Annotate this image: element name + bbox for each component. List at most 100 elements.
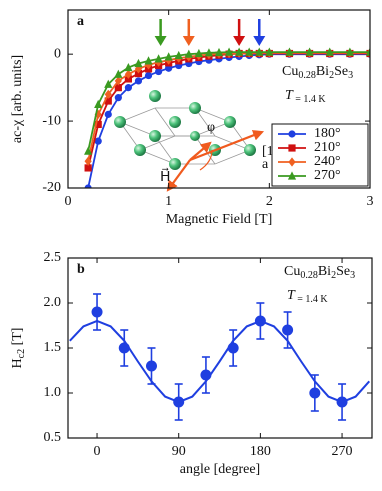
hc2-arrow-head [182, 36, 195, 46]
y-tick-label: 1.0 [44, 385, 62, 400]
marker [204, 48, 214, 57]
marker [124, 84, 132, 92]
fit-line [69, 319, 371, 404]
marker [94, 137, 102, 145]
marker [124, 62, 133, 72]
y-tick-label: 0 [54, 46, 61, 61]
marker [214, 47, 224, 57]
marker [287, 171, 297, 180]
x-axis-label: Magnetic Field [T] [166, 212, 273, 227]
marker [325, 47, 334, 56]
marker [285, 47, 294, 56]
text-part: Bi [318, 264, 331, 279]
panel-label: a [77, 14, 84, 29]
formula: Cu0.28Bi2Se3 [284, 264, 355, 281]
hc2-arrow-head [233, 36, 246, 46]
x-axis-label: angle [degree] [180, 462, 260, 477]
text-part: Se [336, 264, 350, 279]
data-point [309, 387, 321, 399]
marker [84, 156, 92, 166]
marker [144, 71, 153, 80]
marker [194, 48, 203, 58]
marker [245, 47, 254, 56]
marker [255, 47, 264, 56]
data-point [145, 360, 157, 372]
legend-label: 240° [314, 154, 341, 169]
data-point [282, 324, 294, 336]
marker [114, 76, 122, 86]
legend-label: 180° [314, 126, 341, 141]
series-markers [84, 47, 370, 155]
marker [94, 99, 103, 108]
marker [144, 56, 153, 65]
y-tick-label: 2.5 [44, 250, 62, 265]
text-part: = 1.4 K [293, 94, 327, 105]
panel-label: b [77, 262, 85, 277]
marker [104, 89, 112, 99]
annotation: H⃗ [160, 168, 171, 186]
text-part: T [285, 88, 294, 103]
text-part: 2 [329, 70, 334, 81]
marker [84, 184, 92, 188]
text-part: = 1.4 K [295, 294, 329, 305]
text-part: Bi [316, 64, 329, 79]
x-tick-label: 270 [332, 444, 353, 459]
text-part: 3 [348, 70, 353, 81]
text-part: 0.28 [300, 270, 318, 281]
hc2-arrow-head [253, 36, 266, 46]
marker [288, 144, 296, 152]
y-axis-label: Hc2 [T] [10, 328, 27, 369]
marker [288, 130, 296, 138]
x-tick-label: 1 [165, 194, 172, 209]
plot-frame [67, 9, 371, 189]
marker [84, 146, 93, 155]
marker [134, 69, 143, 78]
y-tick-label: 0.5 [44, 430, 62, 445]
text-part: 2 [331, 270, 336, 281]
text-part: Cu [284, 264, 300, 279]
x-tick-label: 2 [266, 194, 273, 209]
marker [154, 54, 163, 63]
marker [104, 97, 112, 105]
marker [288, 157, 296, 167]
x-tick-label: 0 [65, 194, 72, 209]
marker [184, 49, 193, 58]
marker [345, 47, 354, 56]
marker [114, 69, 123, 78]
marker [174, 50, 183, 60]
formula: Cu0.28Bi2Se3 [282, 64, 353, 81]
x-tick-label: 90 [172, 444, 186, 459]
marker [155, 67, 163, 76]
text-part: c2 [16, 349, 27, 358]
marker [94, 120, 102, 129]
marker [224, 47, 234, 56]
marker [365, 47, 370, 56]
marker [134, 77, 143, 85]
marker [235, 47, 244, 56]
crystal-inset [114, 90, 265, 192]
text-part: 0.28 [298, 70, 316, 81]
annotation: φ [207, 120, 215, 135]
x-tick-label: 180 [250, 444, 271, 459]
text-part: 3 [350, 270, 355, 281]
y-tick-label: -20 [42, 180, 61, 195]
legend-label: 210° [314, 140, 341, 155]
legend-label: 270° [314, 168, 341, 183]
text-part: Cu [282, 64, 298, 79]
marker [114, 94, 122, 102]
plot-frame [67, 257, 373, 439]
marker [124, 75, 132, 83]
marker [265, 47, 274, 56]
y-tick-label: 1.5 [44, 340, 62, 355]
x-tick-label: 3 [367, 194, 374, 209]
marker [114, 84, 122, 92]
marker [104, 79, 113, 88]
x-tick-label: 0 [94, 444, 101, 459]
y-axis-label: ac-χ [arb. units] [10, 55, 25, 143]
hc2-arrow-head [154, 36, 167, 46]
text-part: H [10, 358, 25, 368]
marker [305, 47, 314, 56]
marker [104, 110, 112, 118]
marker [164, 52, 173, 61]
